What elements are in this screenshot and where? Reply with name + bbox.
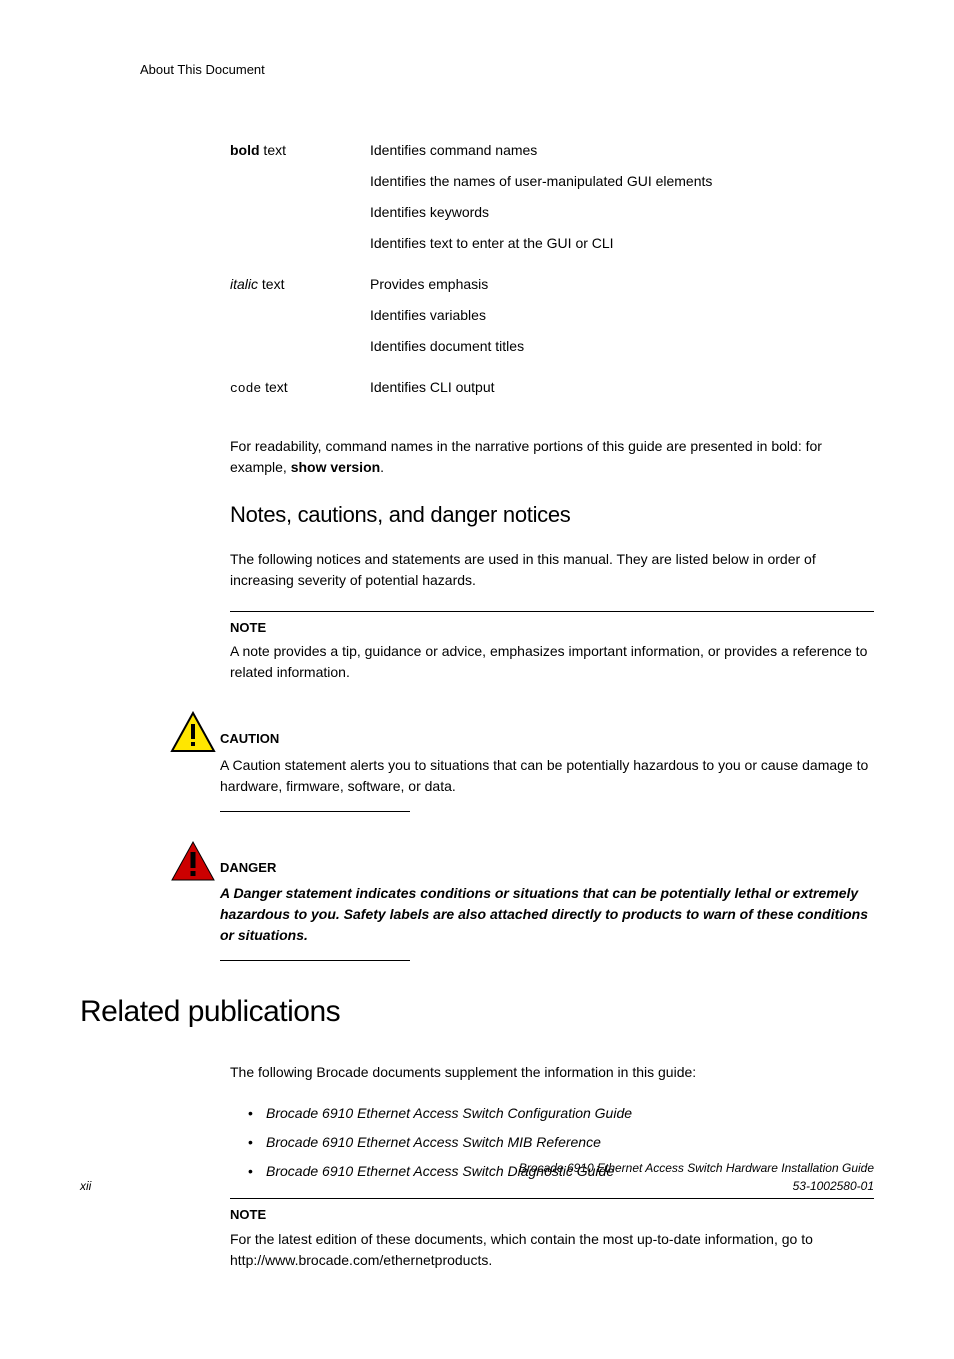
conventions-desc-item: Identifies the names of user-manipulated… — [370, 171, 874, 192]
page-footer: xii Brocade 6910 Ethernet Access Switch … — [80, 1159, 874, 1195]
caution-content: CAUTION A Caution statement alerts you t… — [220, 711, 874, 812]
footer-right: Brocade 6910 Ethernet Access Switch Hard… — [519, 1159, 874, 1195]
conventions-desc-item: Identifies text to enter at the GUI or C… — [370, 233, 874, 254]
footer-title: Brocade 6910 Ethernet Access Switch Hard… — [519, 1159, 874, 1177]
list-item: •Brocade 6910 Ethernet Access Switch Con… — [230, 1103, 874, 1124]
bullet-icon: • — [248, 1103, 266, 1124]
footer-docnum: 53-1002580-01 — [519, 1177, 874, 1195]
readability-paragraph: For readability, command names in the na… — [230, 436, 874, 478]
note-block: NOTE A note provides a tip, guidance or … — [230, 611, 874, 684]
danger-rule — [220, 960, 410, 961]
readability-command: show version — [291, 459, 380, 475]
conventions-desc-item: Provides emphasis — [370, 274, 874, 295]
footer-page-number: xii — [80, 1177, 91, 1195]
notices-heading: Notes, cautions, and danger notices — [230, 498, 874, 531]
conventions-desc: Identifies command names Identifies the n… — [370, 140, 874, 264]
caution-rule — [220, 811, 410, 812]
note-head: NOTE — [230, 618, 874, 638]
caution-icon — [170, 711, 220, 759]
related-intro: The following Brocade documents suppleme… — [230, 1062, 874, 1083]
conventions-label: bold text — [230, 140, 370, 264]
conventions-desc-item: Identifies document titles — [370, 336, 874, 357]
list-item: •Brocade 6910 Ethernet Access Switch MIB… — [230, 1132, 874, 1153]
conventions-row: code textIdentifies CLI output — [230, 377, 874, 408]
conventions-desc-item: Identifies keywords — [370, 202, 874, 223]
running-header: About This Document — [80, 60, 874, 80]
danger-body: A Danger statement indicates conditions … — [220, 883, 874, 946]
conventions-desc-item: Identifies command names — [370, 140, 874, 161]
danger-content: DANGER A Danger statement indicates cond… — [220, 840, 874, 962]
conventions-row: bold textIdentifies command namesIdentif… — [230, 140, 874, 264]
conventions-desc-item: Identifies variables — [370, 305, 874, 326]
conventions-desc: Provides emphasis Identifies variables Ide… — [370, 274, 874, 367]
caution-head: CAUTION — [220, 729, 874, 749]
document-page: About This Document bold textIdentifies … — [0, 0, 954, 1359]
conventions-table: bold textIdentifies command namesIdentif… — [230, 140, 874, 408]
related-heading: Related publications — [80, 989, 874, 1034]
list-item-text: Brocade 6910 Ethernet Access Switch MIB … — [266, 1132, 601, 1153]
conventions-label: code text — [230, 377, 370, 408]
danger-icon — [170, 840, 220, 888]
danger-head: DANGER — [220, 858, 874, 878]
note-body: A note provides a tip, guidance or advic… — [230, 641, 874, 683]
main-content: bold textIdentifies command namesIdentif… — [80, 140, 874, 1271]
caution-callout: CAUTION A Caution statement alerts you t… — [170, 711, 874, 812]
caution-body: A Caution statement alerts you to situat… — [220, 755, 874, 797]
header-title: About This Document — [140, 62, 265, 77]
notices-intro: The following notices and statements are… — [230, 549, 874, 591]
readability-post: . — [380, 459, 384, 475]
conventions-row: italic textProvides emphasis Identifies v… — [230, 274, 874, 367]
list-item-text: Brocade 6910 Ethernet Access Switch Conf… — [266, 1103, 632, 1124]
related-note-head: NOTE — [230, 1205, 874, 1225]
conventions-desc: Identifies CLI output — [370, 377, 874, 408]
related-note-block: NOTE For the latest edition of these doc… — [230, 1198, 874, 1271]
conventions-label: italic text — [230, 274, 370, 367]
danger-callout: DANGER A Danger statement indicates cond… — [170, 840, 874, 962]
bullet-icon: • — [248, 1132, 266, 1153]
conventions-desc-item: Identifies CLI output — [370, 377, 874, 398]
